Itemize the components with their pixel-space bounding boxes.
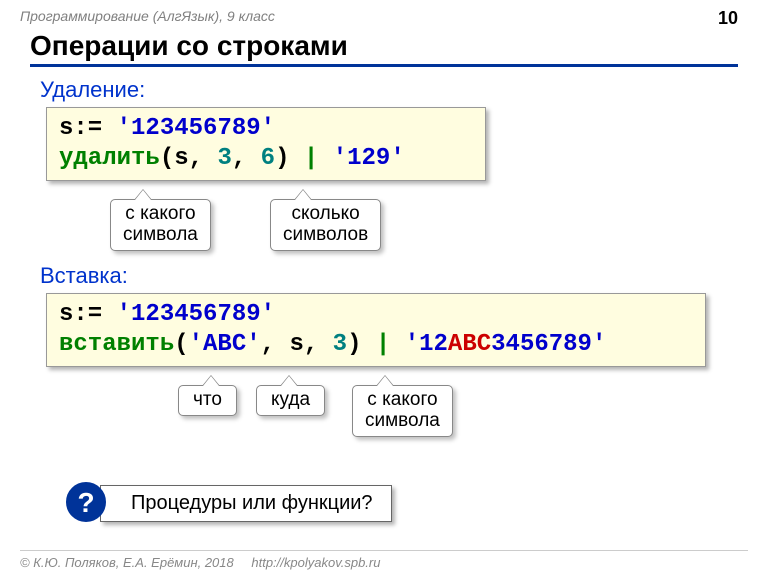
code-token: '123456789' xyxy=(117,115,275,142)
code-token: '123456789' xyxy=(117,301,275,328)
code-token: , xyxy=(261,331,290,358)
page-title: Операции со строками xyxy=(30,30,738,67)
code-token: 3456789' xyxy=(491,331,606,358)
pointer-icon xyxy=(377,376,393,386)
callout-from-char: с какого символа xyxy=(110,199,211,251)
code-token: s xyxy=(289,331,303,358)
insert-callouts: что куда с какого символа xyxy=(0,385,768,443)
code-token: ABC xyxy=(448,331,491,358)
pointer-icon xyxy=(295,190,311,200)
code-token: s xyxy=(174,145,188,172)
question-box: Процедуры или функции? xyxy=(100,485,392,522)
code-token: , xyxy=(304,331,333,358)
code-token: 3 xyxy=(217,145,231,172)
code-token: ( xyxy=(160,145,174,172)
code-token: := xyxy=(73,301,116,328)
code-token: , xyxy=(232,145,261,172)
code-token: | xyxy=(376,331,405,358)
pointer-icon xyxy=(281,376,297,386)
code-token: s xyxy=(59,115,73,142)
callout-what: что xyxy=(178,385,237,416)
code-token: удалить xyxy=(59,145,160,172)
pointer-icon xyxy=(203,376,219,386)
callout-text: сколько символов xyxy=(283,203,368,245)
code-token: := xyxy=(73,115,116,142)
delete-codebox: s:= '123456789' удалить(s, 3, 6) | '129' xyxy=(46,107,486,181)
callout-where: куда xyxy=(256,385,325,416)
footer-url: http://kpolyakov.spb.ru xyxy=(251,555,380,570)
code-token: '129' xyxy=(333,145,405,172)
callout-text: куда xyxy=(271,389,310,410)
code-token: ) xyxy=(347,331,376,358)
callout-text: с какого символа xyxy=(123,203,198,245)
delete-label: Удаление: xyxy=(40,77,768,103)
code-token: 6 xyxy=(261,145,275,172)
callout-text: что xyxy=(193,389,222,410)
code-token: s xyxy=(59,301,73,328)
pointer-icon xyxy=(135,190,151,200)
delete-callouts: с какого символа сколько символов xyxy=(0,199,768,257)
insert-codebox: s:= '123456789' вставить('ABC', s, 3) | … xyxy=(46,293,706,367)
code-token: 3 xyxy=(333,331,347,358)
subject-header: Программирование (АлгЯзык), 9 класс xyxy=(0,8,768,24)
slide: Программирование (АлгЯзык), 9 класс 10 О… xyxy=(0,0,768,576)
code-token: , xyxy=(189,145,218,172)
page-number: 10 xyxy=(718,8,738,29)
question-icon: ? xyxy=(66,482,106,522)
code-token: 'ABC' xyxy=(189,331,261,358)
callout-from-char-2: с какого символа xyxy=(352,385,453,437)
code-token: ( xyxy=(174,331,188,358)
callout-text: с какого символа xyxy=(365,389,440,431)
code-token: вставить xyxy=(59,331,174,358)
code-token: ) xyxy=(275,145,304,172)
copyright: © К.Ю. Поляков, Е.А. Ерёмин, 2018 xyxy=(20,555,234,570)
code-token: '12 xyxy=(405,331,448,358)
code-token: | xyxy=(304,145,333,172)
question-text: Процедуры или функции? xyxy=(131,492,373,514)
insert-label: Вставка: xyxy=(40,263,768,289)
callout-count: сколько символов xyxy=(270,199,381,251)
footer: © К.Ю. Поляков, Е.А. Ерёмин, 2018 http:/… xyxy=(20,550,748,570)
